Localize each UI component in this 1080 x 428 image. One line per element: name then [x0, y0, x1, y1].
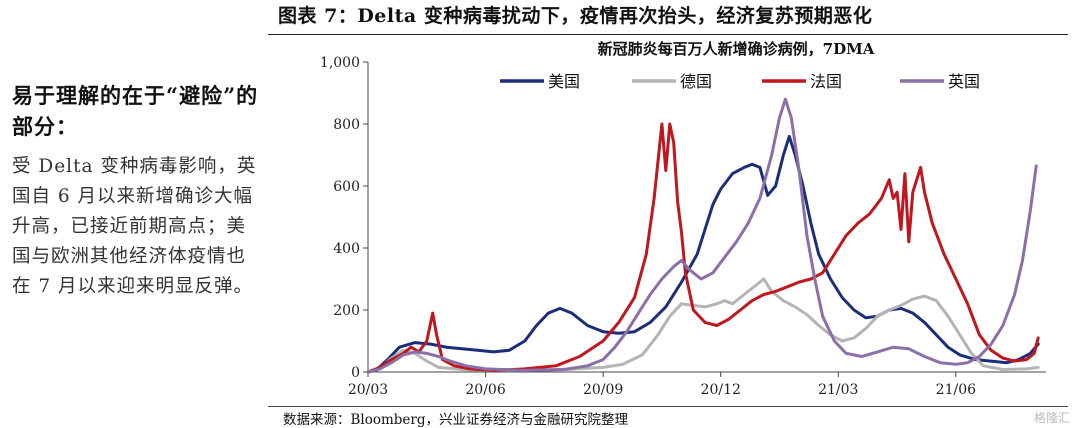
source-divider	[268, 406, 1068, 407]
sidebar-heading: 易于理解的在于“避险”的部分：	[12, 83, 259, 139]
series-line	[366, 97, 1038, 374]
x-tick-label: 20/03	[348, 382, 388, 398]
y-tick-label: 1,000	[320, 55, 360, 71]
sidebar-body: 受 Delta 变种病毒影响，英国自 6 月以来新增确诊大幅升高，已接近前期高点…	[12, 156, 257, 297]
x-tick-label: 20/09	[583, 382, 623, 398]
title-divider	[268, 34, 1068, 35]
legend-label: 德国	[680, 72, 712, 91]
x-tick-label: 21/06	[936, 382, 976, 398]
figure-title: 图表 7：Delta 变种病毒扰动下，疫情再次抬头，经济复苏预期恶化	[278, 5, 873, 27]
legend-label: 法国	[810, 72, 842, 91]
data-source-note: 数据来源：Bloomberg，兴业证券经济与金融研究院整理	[283, 412, 629, 428]
watermark-logo: 格隆汇	[1033, 411, 1070, 425]
y-tick-label: 400	[333, 241, 360, 257]
series-line	[366, 277, 1040, 374]
sidebar-commentary: 易于理解的在于“避险”的部分： 受 Delta 变种病毒影响，英国自 6 月以来…	[12, 80, 260, 302]
x-tick-label: 20/12	[701, 382, 741, 398]
chart-axes: 0 200 400 600 800 1,000 20/03 20/06 20/09 20/12 21…	[320, 55, 1046, 398]
chart-title: 新冠肺炎每百万人新增确诊病例，7DMA	[598, 40, 875, 58]
x-tick-label: 21/03	[818, 382, 858, 398]
chart-series	[366, 97, 1040, 374]
chart-legend: 美国 德国 法国 英国	[500, 72, 980, 91]
line-chart: 新冠肺炎每百万人新增确诊病例，7DMA 美国 德国 法国 英国 0 200 400 600 8…	[320, 40, 1046, 398]
legend-label: 英国	[948, 72, 980, 91]
x-tick-label: 20/06	[465, 382, 505, 398]
y-tick-label: 600	[333, 179, 360, 195]
y-tick-label: 0	[351, 365, 360, 381]
y-tick-label: 800	[333, 117, 360, 133]
series-line	[366, 122, 1040, 374]
series-line	[366, 134, 1040, 374]
legend-label: 美国	[548, 72, 580, 91]
y-tick-label: 200	[333, 303, 360, 319]
